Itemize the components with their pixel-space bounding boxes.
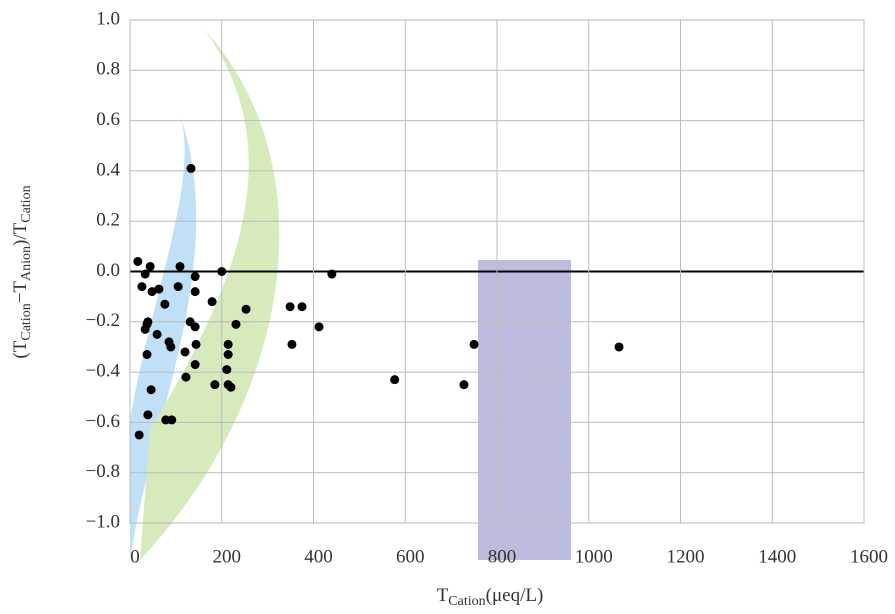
label-part: −T: [10, 281, 31, 304]
point: [137, 282, 146, 291]
point: [143, 410, 152, 419]
y-tick-label: 0.6: [96, 109, 120, 130]
point: [298, 302, 307, 311]
point: [181, 373, 190, 382]
point: [231, 320, 240, 329]
point: [187, 164, 196, 173]
label-part: T: [437, 585, 449, 606]
point: [142, 350, 151, 359]
chart: TCation(μeq/L) (TCation−TAnion)/TCation …: [0, 0, 895, 614]
y-tick-label: −1.0: [86, 511, 120, 532]
label-part: )/T: [10, 222, 31, 246]
x-tick-label: 1200: [667, 546, 705, 567]
point: [143, 317, 152, 326]
point: [470, 340, 479, 349]
x-tick-label: 400: [304, 546, 333, 567]
point: [154, 285, 163, 294]
point: [167, 415, 176, 424]
point: [166, 342, 175, 351]
point: [133, 257, 142, 266]
point: [224, 340, 233, 349]
point: [390, 375, 399, 384]
label-part: (T: [10, 340, 31, 358]
y-tick-label: −0.6: [86, 411, 120, 432]
point: [176, 262, 185, 271]
point: [210, 380, 219, 389]
x-tick-label: 1600: [850, 546, 888, 567]
point: [226, 383, 235, 392]
point: [141, 270, 150, 279]
label-part: Cation: [19, 185, 34, 222]
y-tick-label: 0.8: [96, 59, 120, 80]
x-tick-label: 800: [488, 546, 517, 567]
point: [217, 267, 226, 276]
point: [615, 342, 624, 351]
x-axis-label: TCation(μeq/L): [437, 585, 544, 609]
point: [286, 302, 295, 311]
point: [174, 282, 183, 291]
x-tick-label: 0: [130, 546, 140, 567]
y-axis-label: (TCation−TAnion)/TCation: [10, 185, 34, 358]
point: [160, 300, 169, 309]
point: [135, 430, 144, 439]
point: [153, 330, 162, 339]
y-tick-label: 0.0: [96, 260, 120, 281]
point: [222, 365, 231, 374]
point: [315, 322, 324, 331]
x-tick-label: 600: [396, 546, 425, 567]
label-part: (μeq/L): [486, 585, 544, 606]
y-tick-label: −0.2: [86, 310, 120, 331]
point: [147, 385, 156, 394]
y-tick-label: −0.4: [86, 360, 121, 381]
x-tick-label: 1000: [575, 546, 613, 567]
watermark-shape: [478, 260, 571, 560]
label-part: Cation: [448, 594, 485, 609]
label-part: Anion: [19, 246, 34, 281]
x-tick-label: 200: [213, 546, 242, 567]
point: [181, 347, 190, 356]
point: [191, 272, 200, 281]
y-tick-label: 0.2: [96, 210, 120, 231]
point: [242, 305, 251, 314]
y-tick-label: 1.0: [96, 8, 120, 29]
point: [192, 340, 201, 349]
point: [224, 350, 233, 359]
point: [208, 297, 217, 306]
label-part: Cation: [19, 303, 34, 340]
point: [191, 360, 200, 369]
y-tick-label: 0.4: [96, 159, 120, 180]
point: [191, 322, 200, 331]
point: [287, 340, 296, 349]
point: [191, 287, 200, 296]
point: [327, 270, 336, 279]
point: [459, 380, 468, 389]
point: [146, 262, 155, 271]
y-tick-label: −0.8: [86, 461, 120, 482]
x-tick-label: 1400: [758, 546, 796, 567]
page: TCation(μeq/L) (TCation−TAnion)/TCation …: [0, 0, 895, 614]
